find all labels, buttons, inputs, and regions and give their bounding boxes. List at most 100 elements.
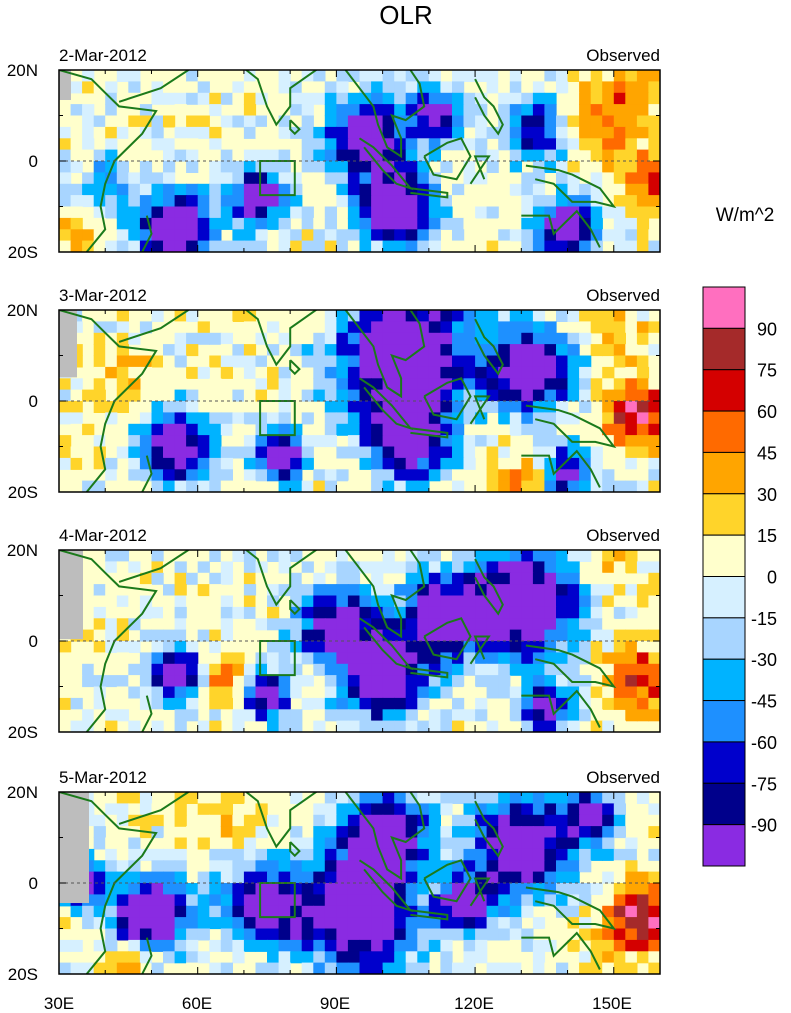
olr-cell xyxy=(602,652,615,665)
olr-cell xyxy=(93,917,106,930)
olr-cell xyxy=(625,709,638,722)
olr-cell xyxy=(59,697,72,710)
olr-cell xyxy=(509,321,522,334)
olr-cell xyxy=(255,962,268,974)
olr-cell xyxy=(93,355,106,368)
olr-cell xyxy=(267,457,280,470)
olr-cell xyxy=(313,355,326,368)
olr-cell xyxy=(220,663,233,676)
olr-cell xyxy=(255,161,268,173)
olr-cell xyxy=(243,480,257,492)
olr-cell xyxy=(613,629,626,642)
olr-cell xyxy=(313,709,326,722)
olr-cell xyxy=(625,217,638,230)
olr-cell xyxy=(521,457,534,470)
olr-cell xyxy=(290,663,303,676)
olr-cell xyxy=(521,70,534,82)
olr-cell xyxy=(475,928,488,941)
olr-cell xyxy=(382,894,395,907)
olr-cell xyxy=(59,206,72,219)
olr-cell xyxy=(163,939,176,952)
olr-cell xyxy=(521,595,534,608)
olr-cell xyxy=(290,344,303,357)
olr-cell xyxy=(255,183,268,196)
olr-cell xyxy=(290,457,303,470)
olr-cell xyxy=(648,917,660,930)
olr-cell xyxy=(590,115,603,128)
olr-cell xyxy=(590,172,603,185)
olr-cell xyxy=(139,803,153,816)
olr-cell xyxy=(267,928,280,941)
olr-cell xyxy=(532,814,546,827)
olr-cell xyxy=(220,641,233,653)
olr-cell xyxy=(313,928,326,941)
olr-cell xyxy=(301,917,314,930)
olr-cell xyxy=(613,905,626,918)
olr-cell xyxy=(382,126,395,139)
coastline xyxy=(141,695,153,732)
y-tick-label: 20S xyxy=(8,723,38,742)
olr-cell xyxy=(556,389,569,402)
olr-cell xyxy=(625,917,638,930)
olr-cell xyxy=(648,480,660,492)
olr-cell xyxy=(82,720,95,732)
olr-cell xyxy=(232,195,245,208)
olr-cell xyxy=(556,951,569,964)
olr-cell xyxy=(452,240,465,252)
olr-cell xyxy=(347,826,361,839)
olr-cell xyxy=(151,606,164,619)
colorbar-swatch xyxy=(702,286,746,329)
olr-cell xyxy=(371,195,384,208)
olr-cell xyxy=(428,837,441,850)
olr-cell xyxy=(532,480,546,492)
olr-cell xyxy=(59,378,72,391)
olr-cell xyxy=(486,871,499,884)
olr-cell xyxy=(463,161,476,173)
olr-cell xyxy=(324,366,337,379)
olr-cell xyxy=(186,663,199,676)
olr-cell xyxy=(93,675,106,688)
olr-cell xyxy=(220,550,233,562)
olr-cell xyxy=(116,675,129,688)
olr-cell xyxy=(567,412,580,425)
olr-cell xyxy=(556,332,569,345)
olr-cell xyxy=(440,366,453,379)
olr-cell xyxy=(625,240,638,252)
olr-cell xyxy=(267,446,280,459)
olr-cell xyxy=(544,126,557,139)
olr-cell xyxy=(359,435,372,448)
olr-cell xyxy=(498,81,511,94)
olr-cell xyxy=(116,183,129,196)
olr-cell xyxy=(613,115,626,128)
olr-cell xyxy=(521,686,534,699)
olr-cell xyxy=(347,686,361,699)
olr-cell xyxy=(567,229,580,242)
olr-cell xyxy=(440,584,453,597)
olr-cell xyxy=(440,917,453,930)
olr-cell xyxy=(544,962,557,974)
olr-cell xyxy=(625,629,638,642)
olr-cell xyxy=(486,423,499,436)
olr-cell xyxy=(602,962,615,974)
olr-cell xyxy=(301,240,314,252)
olr-cell xyxy=(509,332,522,345)
olr-cell xyxy=(613,550,626,562)
olr-cell xyxy=(521,720,534,732)
olr-cell xyxy=(428,229,441,242)
olr-cell xyxy=(186,344,199,357)
olr-cell xyxy=(452,837,465,850)
olr-cell xyxy=(336,709,349,722)
olr-cell xyxy=(509,446,522,459)
olr-cell xyxy=(267,195,280,208)
panel-label: Observed xyxy=(586,768,660,787)
olr-cell xyxy=(139,412,153,425)
olr-cell xyxy=(486,837,499,850)
coastline xyxy=(141,455,153,492)
olr-cell xyxy=(186,928,199,941)
olr-cell xyxy=(544,641,557,653)
olr-cell xyxy=(232,389,245,402)
olr-cell xyxy=(243,894,257,907)
olr-cell xyxy=(371,126,384,139)
olr-cell xyxy=(521,217,534,230)
olr-cell xyxy=(116,321,129,334)
